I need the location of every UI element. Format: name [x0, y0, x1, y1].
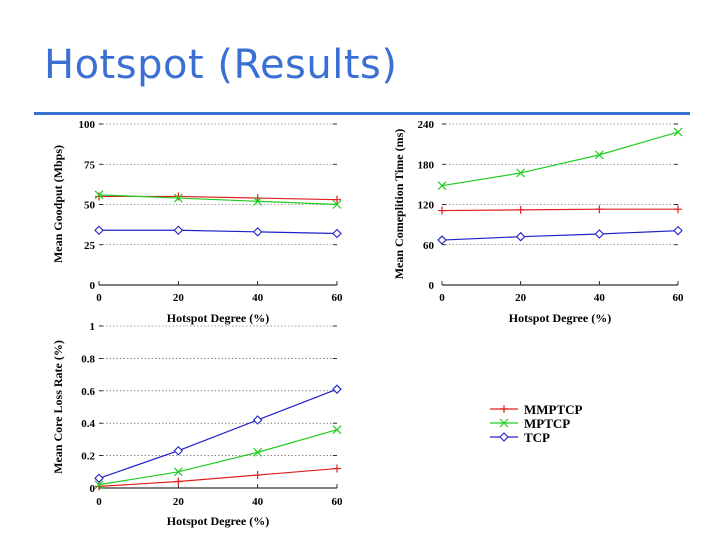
goodput-series-mmptcp-point [95, 192, 103, 201]
completion-x-axis-label: Hotspot Degree (%) [509, 311, 611, 325]
loss-x-axis-label: Hotspot Degree (%) [167, 514, 269, 528]
completion-series-tcp-line [441, 230, 679, 241]
completion-ytick-label: 120 [418, 200, 435, 212]
completion-series-tcp-point [594, 229, 605, 239]
loss-series-mptcp-point [173, 467, 183, 477]
loss-series-tcp-line [98, 388, 338, 479]
goodput-ytick-label: 75 [84, 159, 96, 171]
loss-ytick-label: 1 [90, 321, 96, 333]
loss-xtick-label: 20 [173, 496, 185, 508]
completion-series-mmptcp-point [438, 206, 446, 215]
goodput-xtick-label: 60 [332, 292, 344, 304]
goodput-series-mmptcp-point [174, 192, 183, 201]
loss-series-mptcp-line [98, 429, 338, 486]
goodput-ytick-label: 25 [84, 240, 96, 252]
goodput-series-mptcp-point [94, 190, 104, 200]
loss-series-mmptcp-line [98, 467, 338, 487]
loss-series-mptcp-point [94, 480, 104, 490]
legend-tcp-marker [499, 432, 509, 442]
completion-xtick-label: 60 [673, 292, 685, 304]
goodput-ytick-label: 100 [79, 119, 96, 131]
loss-series-tcp-point [252, 415, 263, 425]
goodput-xtick-label: 20 [173, 292, 185, 304]
goodput-series-mptcp-point [173, 193, 183, 203]
loss-ytick-label: 0.4 [81, 418, 95, 430]
completion-series-mmptcp-point [674, 205, 682, 214]
goodput-series-tcp-point [173, 225, 184, 236]
loss-series-mmptcp-point [174, 477, 183, 486]
loss-series-tcp-point [94, 473, 104, 484]
completion-y-axis-label: Mean Comeplition Time (ms) [392, 129, 406, 280]
goodput-series-mmptcp-point [333, 195, 341, 204]
loss-ytick-label: 0 [90, 483, 96, 495]
loss-ytick-label: 0.8 [81, 353, 95, 365]
legend-mptcp-marker [499, 418, 509, 428]
loss-ytick-label: 0.2 [81, 451, 95, 463]
completion-series-mmptcp-line [441, 208, 678, 212]
loss-xtick-label: 0 [96, 496, 102, 508]
loss-series-tcp-point [173, 445, 184, 456]
goodput-x-axis-label: Hotspot Degree (%) [167, 311, 269, 325]
completion-series-mmptcp-point [595, 205, 604, 214]
loss-ytick-label: 0.6 [81, 386, 95, 398]
loss-series-mmptcp-point [95, 482, 103, 491]
loss-series-mmptcp-point [333, 464, 341, 473]
legend-mmptcp-label: MMPTCP [524, 402, 583, 417]
completion-ytick-label: 0 [429, 280, 435, 292]
goodput-ytick-label: 50 [84, 200, 96, 212]
completion-xtick-label: 40 [594, 292, 606, 304]
loss-series-mmptcp-point [253, 471, 262, 480]
title-divider [34, 112, 690, 115]
goodput-series-mptcp-point [332, 200, 342, 209]
goodput-series-tcp-point [332, 228, 342, 239]
loss-series-tcp-point [332, 384, 342, 394]
loss-series-mptcp-point [332, 425, 342, 435]
legend-mmptcp-marker [500, 405, 508, 413]
completion-series-tcp-point [437, 235, 447, 245]
goodput-ytick-label: 0 [90, 280, 96, 292]
completion-xtick-label: 20 [515, 292, 527, 304]
completion-xtick-label: 0 [439, 292, 445, 304]
completion-series-mptcp-point [516, 168, 526, 178]
loss-y-axis-label: Mean Core Loss Rate (%) [51, 340, 65, 474]
completion-series-tcp-point [515, 231, 526, 242]
goodput-xtick-label: 40 [252, 292, 264, 304]
goodput-series-tcp-point [252, 227, 263, 237]
completion-ytick-label: 60 [423, 240, 435, 252]
goodput-series-tcp-line [99, 229, 338, 235]
completion-series-mptcp-point [673, 127, 683, 137]
completion-series-mptcp-point [437, 181, 447, 191]
slide-title: Hotspot (Results) [44, 42, 398, 88]
completion-ytick-label: 180 [418, 159, 435, 171]
legend-mptcp-label: MPTCP [524, 416, 570, 431]
legend-tcp-label: TCP [524, 430, 550, 445]
completion-series-mmptcp-point [516, 205, 525, 214]
completion-series-mptcp-line [441, 131, 679, 187]
completion-series-tcp-point [673, 225, 683, 236]
completion-ytick-label: 240 [418, 119, 435, 131]
completion-series-mptcp-point [594, 150, 604, 160]
loss-xtick-label: 40 [252, 496, 264, 508]
goodput-series-mptcp-point [253, 196, 263, 206]
loss-series-mptcp-point [253, 447, 263, 457]
goodput-y-axis-label: Mean Goodput (Mbps) [51, 145, 65, 263]
goodput-series-mptcp-line [98, 194, 338, 206]
goodput-xtick-label: 0 [96, 292, 102, 304]
goodput-series-tcp-point [94, 225, 104, 236]
loss-xtick-label: 60 [332, 496, 344, 508]
